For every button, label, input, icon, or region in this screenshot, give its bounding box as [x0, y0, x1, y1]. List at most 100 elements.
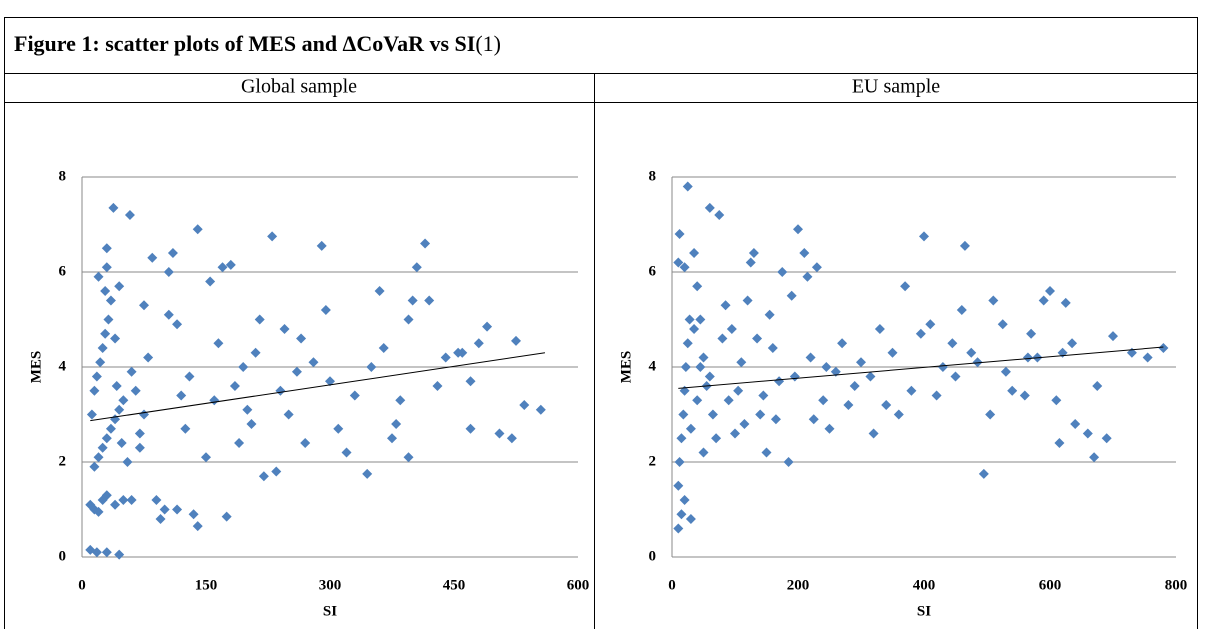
y-tick-label: 0	[59, 548, 67, 564]
point	[118, 495, 129, 505]
point	[300, 438, 311, 448]
point	[114, 404, 125, 415]
point	[698, 352, 709, 363]
point	[808, 414, 819, 425]
point	[789, 371, 800, 382]
point	[777, 267, 788, 277]
point	[1007, 385, 1018, 396]
point	[163, 267, 174, 277]
point	[126, 366, 137, 377]
point	[695, 314, 706, 325]
point	[761, 447, 772, 458]
title-note: (1)	[475, 31, 501, 56]
point	[1000, 366, 1011, 377]
point	[139, 409, 149, 420]
point	[1067, 338, 1078, 349]
point	[774, 376, 785, 387]
point	[1026, 328, 1037, 339]
point	[184, 371, 195, 382]
point	[362, 468, 373, 479]
x-tick-label: 400	[913, 577, 936, 593]
point	[1045, 286, 1055, 296]
point	[679, 495, 690, 505]
point	[217, 262, 228, 273]
point	[1089, 452, 1100, 463]
point	[1060, 297, 1071, 308]
point	[403, 314, 414, 325]
point	[97, 442, 108, 453]
point	[411, 262, 422, 273]
point	[685, 514, 696, 524]
point	[966, 347, 977, 358]
x-tick-label: 600	[1039, 577, 1062, 593]
x-axis-label: SI	[323, 603, 337, 619]
point	[676, 509, 687, 520]
point	[748, 248, 759, 258]
point	[378, 343, 389, 353]
point	[535, 404, 546, 415]
point	[707, 409, 718, 420]
point	[783, 457, 794, 467]
point	[91, 547, 102, 558]
point	[736, 357, 747, 368]
point	[674, 457, 685, 467]
point	[956, 305, 967, 315]
point	[108, 202, 119, 213]
point	[89, 461, 100, 472]
point	[1070, 419, 1081, 429]
point	[250, 347, 261, 358]
point	[704, 371, 715, 382]
point	[126, 495, 137, 505]
point	[1051, 395, 1062, 406]
point	[95, 357, 106, 368]
point	[673, 523, 684, 534]
x-tick-label: 600	[567, 577, 590, 593]
point	[494, 428, 505, 439]
point	[134, 442, 145, 453]
point	[139, 300, 149, 311]
point	[172, 504, 183, 515]
point	[296, 333, 307, 344]
point	[101, 547, 112, 558]
point	[308, 357, 319, 368]
y-tick-label: 4	[59, 358, 67, 374]
point	[1022, 352, 1033, 363]
point	[159, 504, 170, 515]
point	[972, 357, 983, 368]
point	[1108, 331, 1118, 342]
point	[93, 452, 104, 463]
point	[695, 362, 706, 372]
point	[685, 423, 696, 434]
figure-title: Figure 1: scatter plots of MES and ΔCoVa…	[14, 31, 501, 56]
point	[432, 381, 443, 391]
point	[1101, 433, 1112, 444]
point	[349, 390, 360, 401]
point	[192, 521, 203, 532]
point	[482, 321, 493, 332]
point	[893, 409, 904, 420]
point	[254, 314, 265, 325]
point	[698, 447, 709, 458]
point	[105, 423, 116, 434]
point	[997, 319, 1008, 330]
point	[130, 385, 141, 396]
trend-line	[90, 352, 546, 422]
point	[391, 419, 402, 429]
x-tick-label: 150	[195, 577, 218, 593]
point	[225, 259, 236, 270]
point	[341, 447, 352, 458]
point	[291, 366, 302, 377]
point	[673, 480, 684, 491]
point	[213, 338, 224, 349]
point	[105, 295, 116, 306]
point	[511, 335, 521, 346]
point	[473, 338, 484, 349]
point	[242, 404, 253, 415]
point	[811, 262, 822, 273]
point	[689, 248, 700, 258]
point	[229, 381, 240, 391]
point	[843, 400, 854, 410]
point	[1019, 390, 1030, 401]
point	[91, 371, 102, 382]
point	[937, 362, 948, 372]
